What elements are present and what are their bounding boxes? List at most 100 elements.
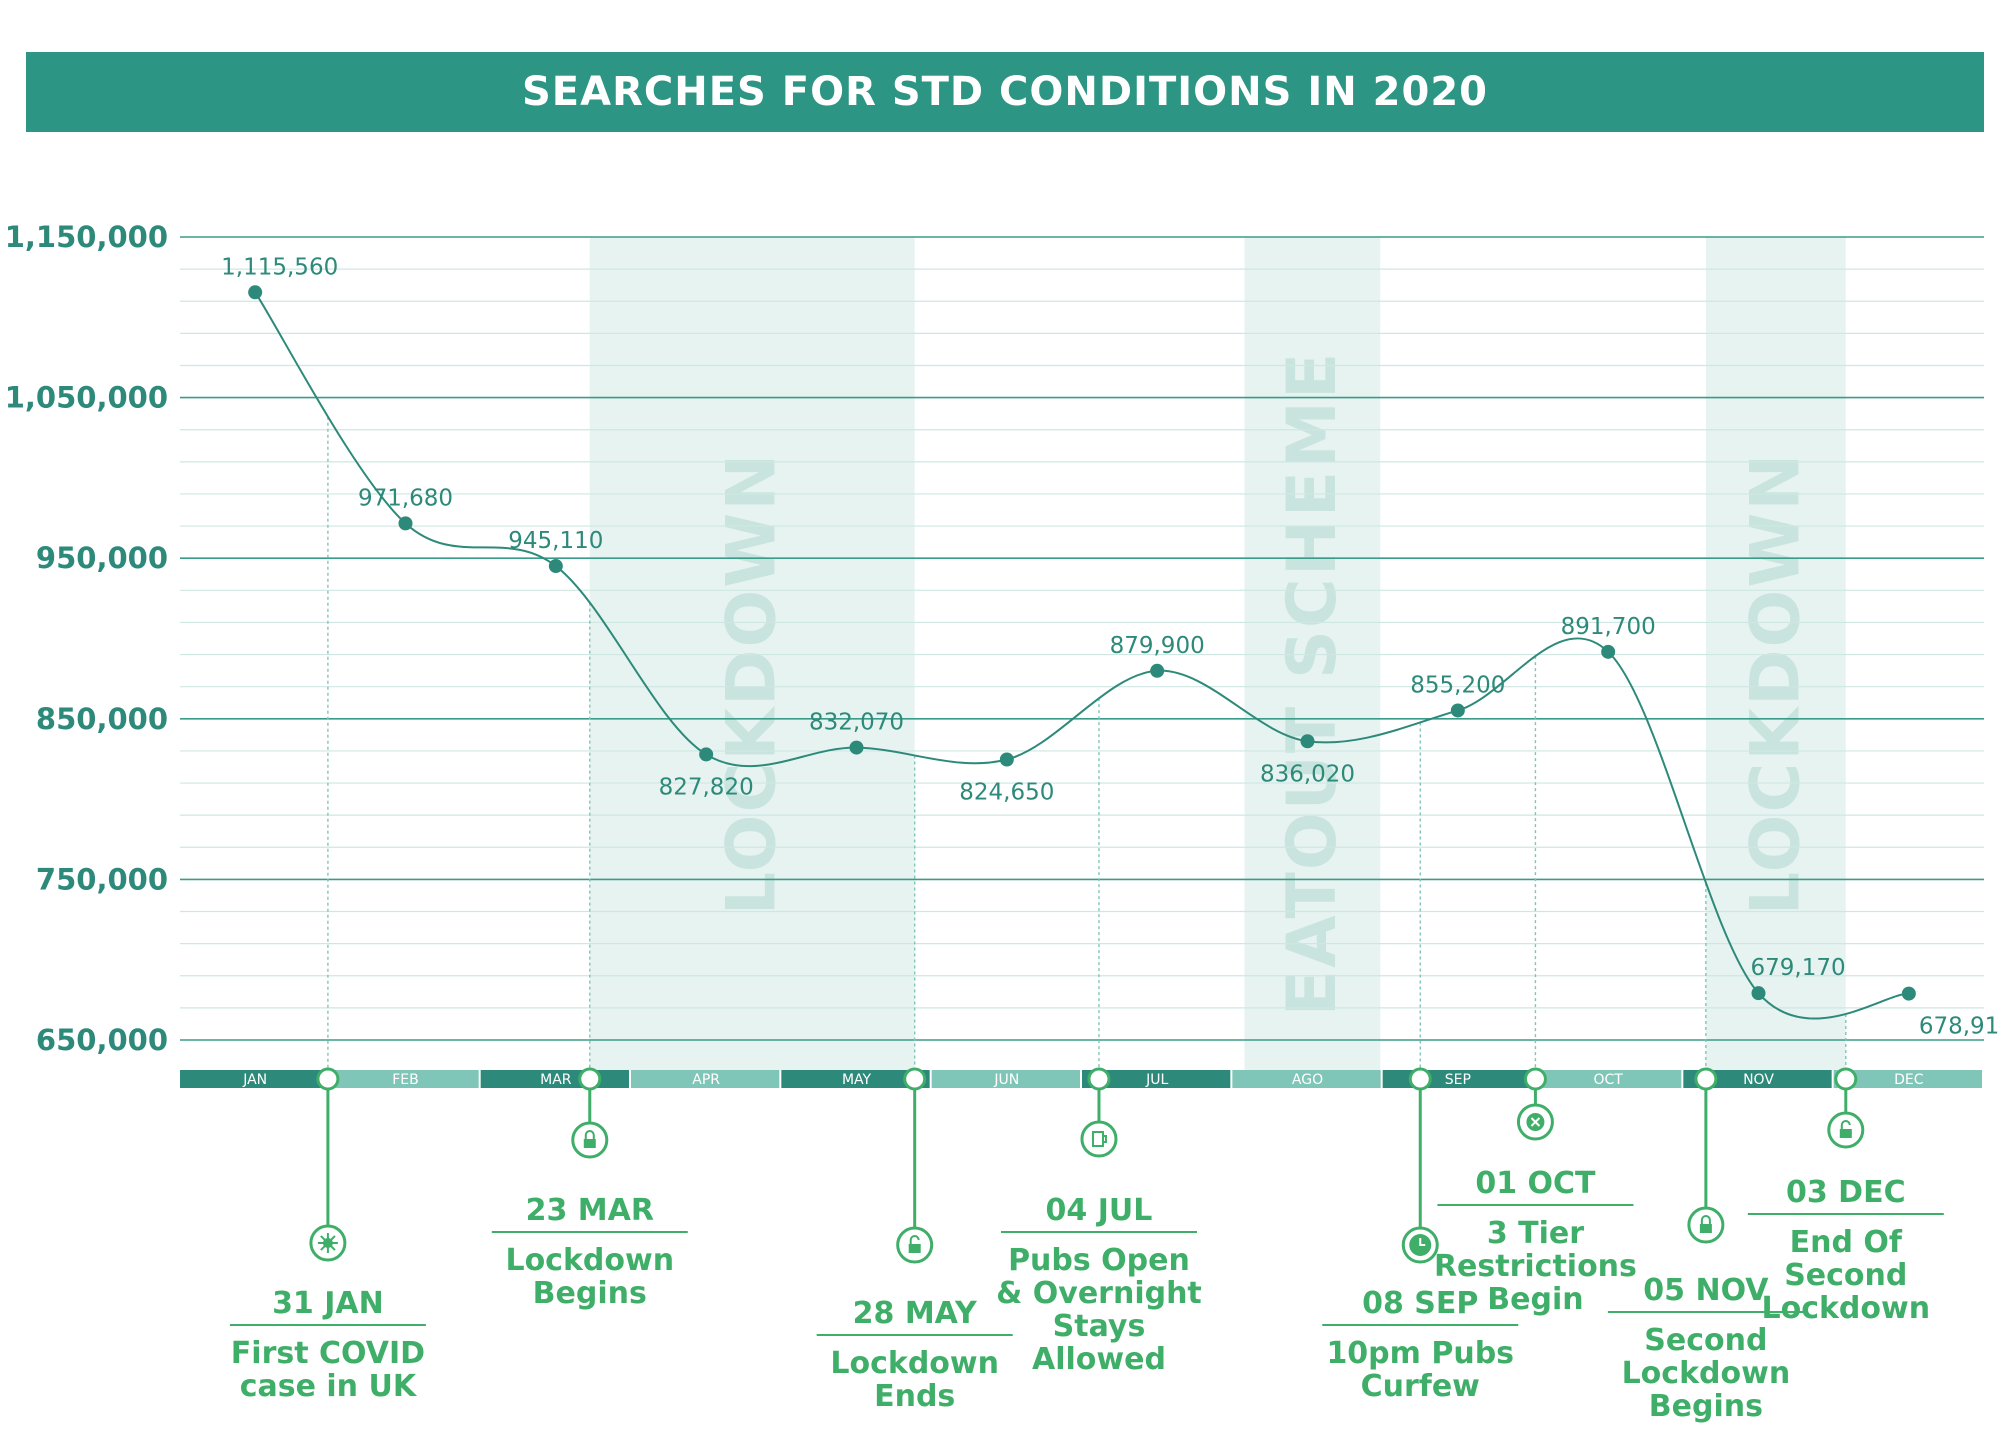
month-segment [631, 1070, 780, 1088]
shaded-periods: LOCKDOWN EATOUT SCHEME LOCKDOWN [589, 237, 1846, 1070]
series-path [254, 291, 1909, 1020]
event-marker [316, 1067, 340, 1091]
y-tick-label: 750,000 [36, 862, 168, 896]
event-date: 01 OCT [1475, 1166, 1596, 1201]
month-segment [180, 1070, 329, 1088]
data-label: 1,115,560 [221, 254, 338, 280]
event-description: Ends [874, 1379, 955, 1414]
event-description: Lockdown [1622, 1356, 1791, 1391]
event-marker [1408, 1067, 1432, 1091]
event-description: Restrictions [1434, 1249, 1637, 1284]
month-label: SEP [1445, 1072, 1471, 1088]
event-date: 03 DEC [1786, 1175, 1906, 1210]
event-description: Begin [1487, 1282, 1583, 1317]
shaded-period-label: LOCKDOWN [713, 452, 792, 915]
event-description: Second [1644, 1323, 1767, 1358]
data-point-nov [1751, 986, 1766, 1001]
data-label: 891,700 [1561, 614, 1656, 640]
month-label: AGO [1292, 1072, 1323, 1088]
data-point-sep [1450, 703, 1465, 718]
data-label: 945,110 [508, 528, 603, 554]
event-description: Begins [533, 1276, 647, 1311]
data-point-ago [1300, 734, 1315, 749]
data-points [248, 285, 1916, 1001]
event-guides [327, 416, 1847, 1070]
grid-lines [180, 236, 1984, 1041]
y-tick-label: 950,000 [36, 541, 168, 575]
month-segment [1082, 1070, 1231, 1088]
data-label: 971,680 [358, 485, 453, 511]
data-point-dec [1901, 986, 1916, 1001]
month-label: JAN [242, 1072, 267, 1088]
month-segment [330, 1070, 479, 1088]
data-label: 879,900 [1110, 633, 1205, 659]
shaded-period-1 [1244, 237, 1381, 1070]
lock-icon [571, 1121, 609, 1159]
event-description: Second [1784, 1258, 1907, 1293]
data-point-apr [699, 747, 714, 762]
event-date: 23 MAR [526, 1193, 654, 1228]
chart-title: SEARCHES FOR STD CONDITIONS IN 2020 [522, 69, 1488, 115]
event-date: 08 SEP [1362, 1286, 1478, 1321]
data-label: 827,820 [659, 774, 754, 800]
shaded-period-2 [1705, 237, 1846, 1070]
data-point-jan [248, 285, 263, 300]
event-marker [1834, 1067, 1858, 1091]
month-segment [1533, 1070, 1682, 1088]
month-segment [1833, 1070, 1982, 1088]
data-label: 824,650 [959, 780, 1054, 806]
beer-mug-icon [1080, 1120, 1118, 1158]
data-point-oct [1601, 644, 1616, 659]
event-description: case in UK [240, 1369, 418, 1404]
event-date: 31 JAN [272, 1286, 384, 1321]
data-label: 678,910 [1919, 1014, 2000, 1040]
event-description: Curfew [1361, 1369, 1480, 1404]
event-marker [903, 1067, 927, 1091]
event-date: 04 JUL [1046, 1193, 1153, 1228]
month-label: MAY [842, 1072, 872, 1088]
event-description: Pubs Open [1008, 1243, 1190, 1278]
event-marker [578, 1067, 602, 1091]
month-label: JUL [1145, 1072, 1168, 1088]
event-description: 10pm Pubs [1326, 1336, 1514, 1371]
event-date: 28 MAY [853, 1296, 978, 1331]
event-description: Lockdown [1761, 1291, 1930, 1326]
y-axis-labels: 650,000 750,000 850,000 950,000 1,050,000 1,1… [5, 220, 168, 1057]
month-segment [931, 1070, 1080, 1088]
data-label: 679,170 [1751, 955, 1846, 981]
event-description: First COVID [231, 1336, 425, 1371]
event-description: & Overnight [996, 1276, 1202, 1311]
clock-icon [1401, 1226, 1439, 1264]
y-tick-label: 650,000 [36, 1023, 168, 1057]
month-segment [781, 1070, 930, 1088]
month-label: DEC [1894, 1072, 1924, 1088]
event-description: Allowed [1032, 1342, 1166, 1377]
series-line [254, 291, 1909, 1020]
unlock-icon [1827, 1111, 1865, 1149]
data-label: 855,200 [1410, 672, 1505, 698]
month-label: JUN [993, 1072, 1019, 1088]
event-date: 05 NOV [1643, 1273, 1769, 1308]
shaded-period-label: EATOUT SCHEME [1273, 351, 1352, 1017]
shaded-period-label: LOCKDOWN [1736, 452, 1815, 915]
data-label: 836,020 [1260, 761, 1355, 787]
y-tick-label: 1,150,000 [5, 220, 168, 254]
data-point-may [849, 740, 864, 755]
data-point-mar [548, 559, 563, 574]
cancel-icon [1516, 1103, 1554, 1141]
unlock-icon [896, 1226, 934, 1264]
month-label: NOV [1743, 1072, 1774, 1088]
event-description: Begins [1649, 1389, 1763, 1424]
month-label: FEB [392, 1072, 419, 1088]
month-label: MAR [540, 1072, 572, 1088]
data-point-jul [1150, 663, 1165, 678]
lock-icon [1687, 1206, 1725, 1244]
data-point-feb [398, 516, 413, 531]
data-label: 832,070 [809, 710, 904, 736]
data-point-jun [999, 752, 1014, 767]
event-marker [1523, 1067, 1547, 1091]
month-label: APR [692, 1072, 720, 1088]
event-marker [1087, 1067, 1111, 1091]
